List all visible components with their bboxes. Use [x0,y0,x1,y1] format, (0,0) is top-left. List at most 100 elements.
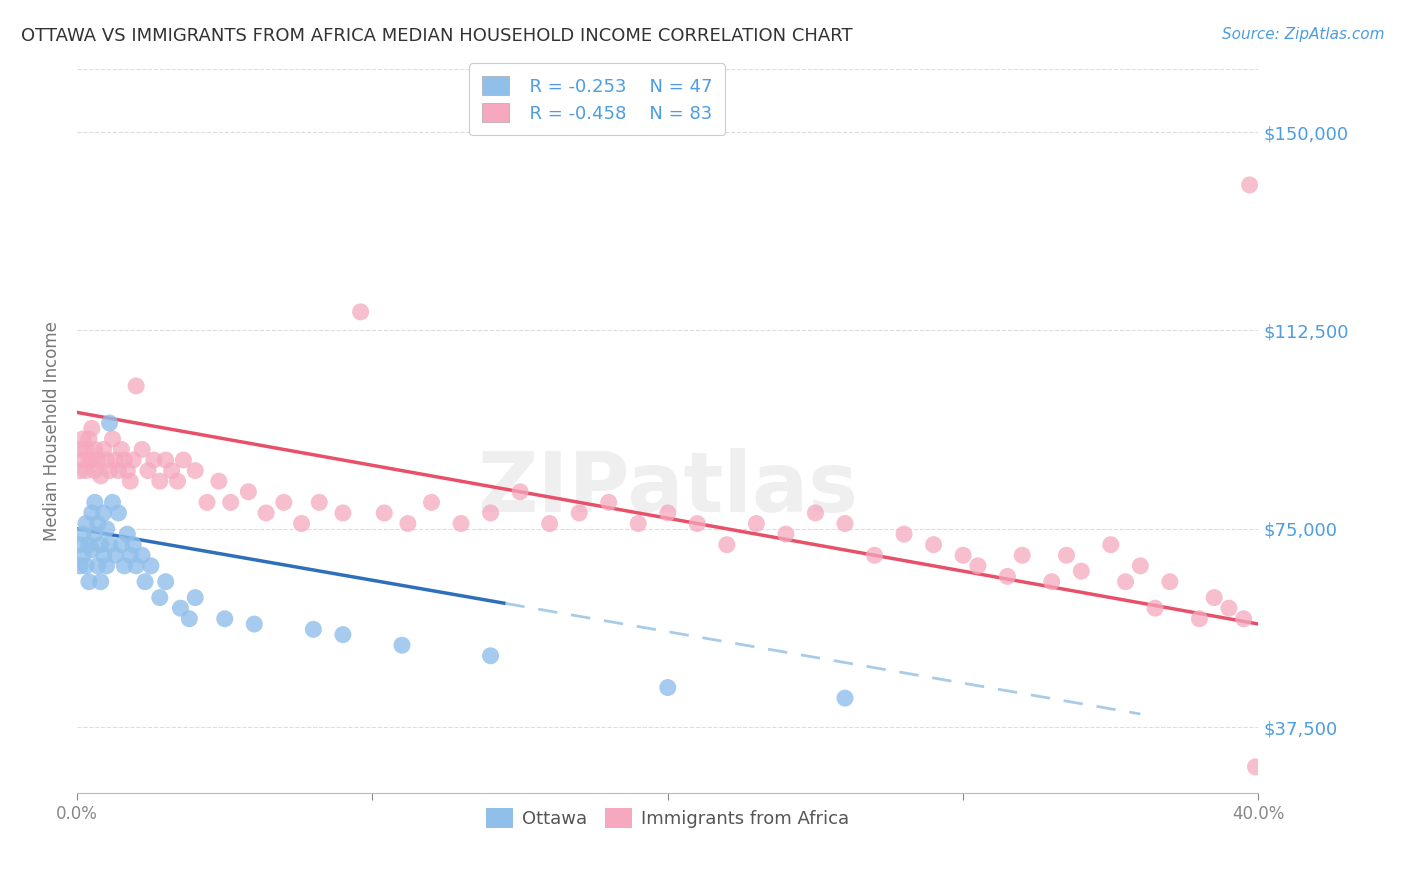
Point [80,543,103,558]
Text: ZIPatlas: ZIPatlas [477,449,858,530]
Point [69,558,91,573]
Point [214,612,236,626]
Point [716,538,738,552]
Point [172,453,194,467]
Point [1115,574,1137,589]
Point [80,421,103,435]
Y-axis label: Median Household Income: Median Household Income [44,321,60,541]
Point [967,558,990,573]
Point [69,442,91,457]
Point [80,506,103,520]
Point [219,495,242,509]
Point [142,453,165,467]
Point [131,442,153,457]
Point [87,558,110,573]
Point [922,538,945,552]
Point [804,506,827,520]
Point [1159,574,1181,589]
Point [72,527,94,541]
Point [332,627,354,641]
Point [290,516,312,531]
Point [686,516,709,531]
Point [131,548,153,562]
Point [1239,178,1261,192]
Point [75,464,97,478]
Point [72,432,94,446]
Point [1056,548,1078,562]
Point [69,538,91,552]
Point [160,464,183,478]
Point [627,516,650,531]
Point [87,516,110,531]
Point [179,612,201,626]
Point [450,516,472,531]
Point [93,548,115,562]
Point [77,538,100,552]
Point [98,538,121,552]
Point [302,623,325,637]
Point [1218,601,1240,615]
Point [893,527,915,541]
Point [657,681,679,695]
Point [745,516,768,531]
Point [69,464,91,478]
Point [134,574,156,589]
Point [538,516,561,531]
Point [139,558,162,573]
Point [72,548,94,562]
Point [75,558,97,573]
Point [83,442,105,457]
Point [273,495,295,509]
Point [75,442,97,457]
Point [997,569,1019,583]
Point [110,442,132,457]
Point [83,495,105,509]
Point [308,495,330,509]
Point [243,617,266,632]
Point [87,453,110,467]
Point [90,574,112,589]
Point [120,548,142,562]
Point [479,648,502,663]
Point [1011,548,1033,562]
Point [104,548,127,562]
Point [112,558,135,573]
Point [184,591,207,605]
Point [117,527,139,541]
Point [122,453,145,467]
Legend: Ottawa, Immigrants from Africa: Ottawa, Immigrants from Africa [479,801,856,835]
Point [1188,612,1211,626]
Point [77,574,100,589]
Point [1040,574,1063,589]
Point [90,469,112,483]
Point [1244,760,1267,774]
Point [117,464,139,478]
Point [96,522,118,536]
Point [122,538,145,552]
Point [332,506,354,520]
Point [93,506,115,520]
Text: Source: ZipAtlas.com: Source: ZipAtlas.com [1222,27,1385,42]
Point [72,453,94,467]
Point [1129,558,1152,573]
Point [155,453,177,467]
Point [98,464,121,478]
Point [169,601,191,615]
Point [101,432,124,446]
Point [90,538,112,552]
Point [112,453,135,467]
Point [1204,591,1226,605]
Point [238,484,260,499]
Point [101,495,124,509]
Point [136,464,159,478]
Point [107,506,129,520]
Point [98,416,121,430]
Point [1099,538,1122,552]
Point [155,574,177,589]
Point [75,516,97,531]
Point [391,638,413,652]
Point [110,538,132,552]
Point [120,474,142,488]
Point [349,305,371,319]
Point [509,484,531,499]
